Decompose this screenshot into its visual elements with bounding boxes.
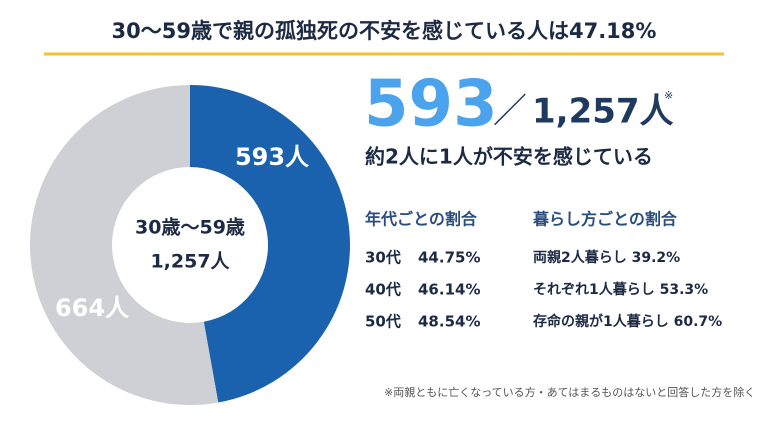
living-heading: 暮らし方ごとの割合	[532, 210, 678, 229]
living-row: 両親2人暮らし 39.2%	[533, 249, 680, 266]
age-label: 30代	[365, 249, 401, 267]
age-label: 50代	[365, 313, 401, 331]
slash: ／	[493, 92, 527, 132]
count: 593	[364, 68, 498, 142]
age-value: 44.75%	[418, 249, 480, 267]
slice-label: 664人	[55, 294, 129, 322]
donut-slice	[30, 85, 219, 405]
living-row: それぞれ1人暮らし 53.3%	[533, 281, 708, 298]
caption: 約2人に1人が不安を感じている	[365, 145, 653, 169]
age-label: 40代	[365, 281, 401, 299]
age-value: 46.14%	[418, 281, 480, 299]
center-label: 30歳〜59歳	[135, 217, 245, 239]
footnote: ※両親ともに亡くなっている方・あてはまるものはないと回答した方を除く	[384, 385, 755, 399]
center-label: 1,257人	[150, 251, 230, 273]
living-row: 存命の親が1人暮らし 60.7%	[533, 313, 722, 330]
age-heading: 年代ごとの割合	[365, 210, 478, 229]
title: 30〜59歳で親の孤独死の不安を感じている人は47.18%	[112, 19, 657, 43]
total: 1,257人	[532, 92, 674, 132]
note-mark: ※	[664, 89, 673, 102]
donut-slice	[190, 85, 351, 403]
slice-label: 593人	[235, 143, 309, 171]
age-value: 48.54%	[418, 313, 480, 331]
